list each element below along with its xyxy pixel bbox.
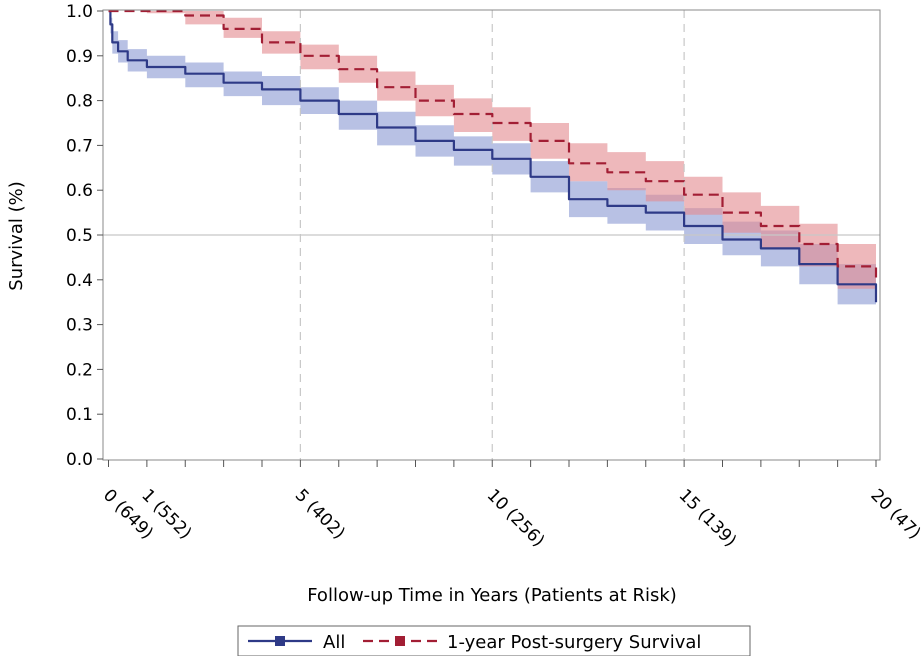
y-tick-label: 0.7 <box>66 136 93 156</box>
y-tick-label: 0.8 <box>66 92 93 112</box>
y-axis: 0.0 0.1 0.2 0.3 0.4 0.5 0.6 0.7 0.8 0.9 1.0 <box>66 2 103 470</box>
x-tick-label: 20 (47) <box>866 485 922 543</box>
y-tick-label: 0.5 <box>66 226 93 246</box>
series-line-all <box>108 9 878 303</box>
legend-frame <box>237 625 751 656</box>
legend-post-surgery-label: 1-year Post-surgery Survival <box>447 632 701 653</box>
x-axis-title: Follow-up Time in Years (Patients at Ris… <box>307 585 677 606</box>
y-tick-label: 0.6 <box>66 181 93 201</box>
legend: All 1-year Post-surgery Survival <box>237 625 751 656</box>
x-tick-label: 5 (402) <box>291 485 349 543</box>
x-tick-label: 10 (256) <box>483 485 549 551</box>
y-tick-label: 0.4 <box>66 271 93 291</box>
survival-lines <box>108 9 878 303</box>
y-tick-label: 0.0 <box>66 450 93 470</box>
legend-all-marker <box>275 636 285 646</box>
y-tick-label: 0.2 <box>66 360 93 380</box>
x-tick-label: 15 (139) <box>675 485 741 551</box>
y-tick-label: 0.1 <box>66 405 93 425</box>
legend-post-surgery-marker <box>395 636 405 646</box>
legend-all-label: All <box>323 632 345 653</box>
y-tick-label: 0.9 <box>66 47 93 67</box>
reference-lines <box>103 10 880 460</box>
y-axis-title: Survival (%) <box>6 181 27 290</box>
x-axis: 0 (649)1 (552) 5 (402) 10 (256) 15 (139) 20 … <box>99 460 922 551</box>
y-tick-label: 1.0 <box>66 2 93 22</box>
y-tick-label: 0.3 <box>66 316 93 336</box>
